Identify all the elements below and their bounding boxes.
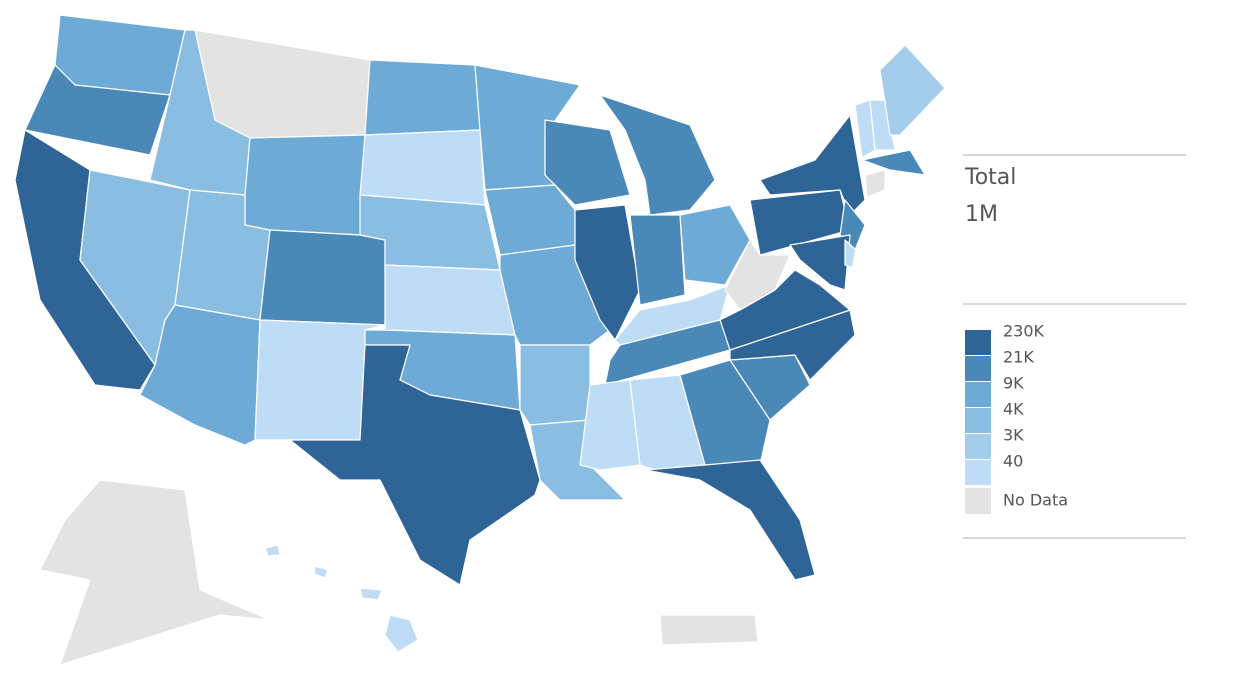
state: [359, 587, 383, 601]
state: [364, 59, 481, 136]
state: [759, 114, 866, 216]
us-map: [14, 14, 946, 666]
state: [39, 479, 271, 666]
state: [869, 99, 896, 151]
legend-label: 3K: [1003, 426, 1024, 445]
state: [789, 234, 851, 291]
state: [244, 134, 366, 236]
legend-swatch: [965, 434, 991, 459]
state: [629, 214, 686, 306]
state: [313, 565, 329, 579]
state: [679, 204, 751, 286]
state: [659, 614, 759, 646]
state: [484, 184, 576, 256]
state: [384, 614, 419, 653]
state: [259, 229, 386, 326]
legend-swatch: [965, 330, 991, 355]
legend-swatch: [965, 356, 991, 381]
state: [879, 44, 946, 136]
legend-label: 9K: [1003, 374, 1024, 393]
legend-label: 4K: [1003, 400, 1024, 419]
state: [194, 29, 371, 139]
state: [384, 264, 516, 336]
state: [599, 94, 716, 216]
state: [54, 14, 186, 96]
state: [844, 239, 857, 269]
state: [359, 129, 486, 206]
legend-total: 1M: [965, 202, 998, 227]
state: [861, 149, 926, 176]
legend-swatch: [965, 382, 991, 407]
legend-label: No Data: [1003, 491, 1068, 510]
state: [289, 344, 541, 586]
legend-label: 21K: [1003, 348, 1034, 367]
legend-title: Total: [964, 165, 1016, 190]
legend-swatch: [965, 408, 991, 433]
state: [544, 119, 631, 206]
state: [519, 344, 591, 426]
state: [579, 379, 641, 471]
state: [724, 239, 791, 311]
legend-label: 40: [1003, 452, 1023, 471]
state: [644, 459, 816, 581]
state: [264, 544, 281, 557]
state: [24, 64, 171, 156]
legend-swatch: [965, 460, 991, 485]
legend-swatch: [965, 488, 991, 514]
legend: Total 1M 230K 21K 9K 4K 3K 40 No Data: [963, 154, 1186, 539]
legend-items: 230K 21K 9K 4K 3K 40: [965, 322, 1045, 485]
legend-label: 230K: [1003, 322, 1045, 341]
state: [864, 169, 886, 198]
